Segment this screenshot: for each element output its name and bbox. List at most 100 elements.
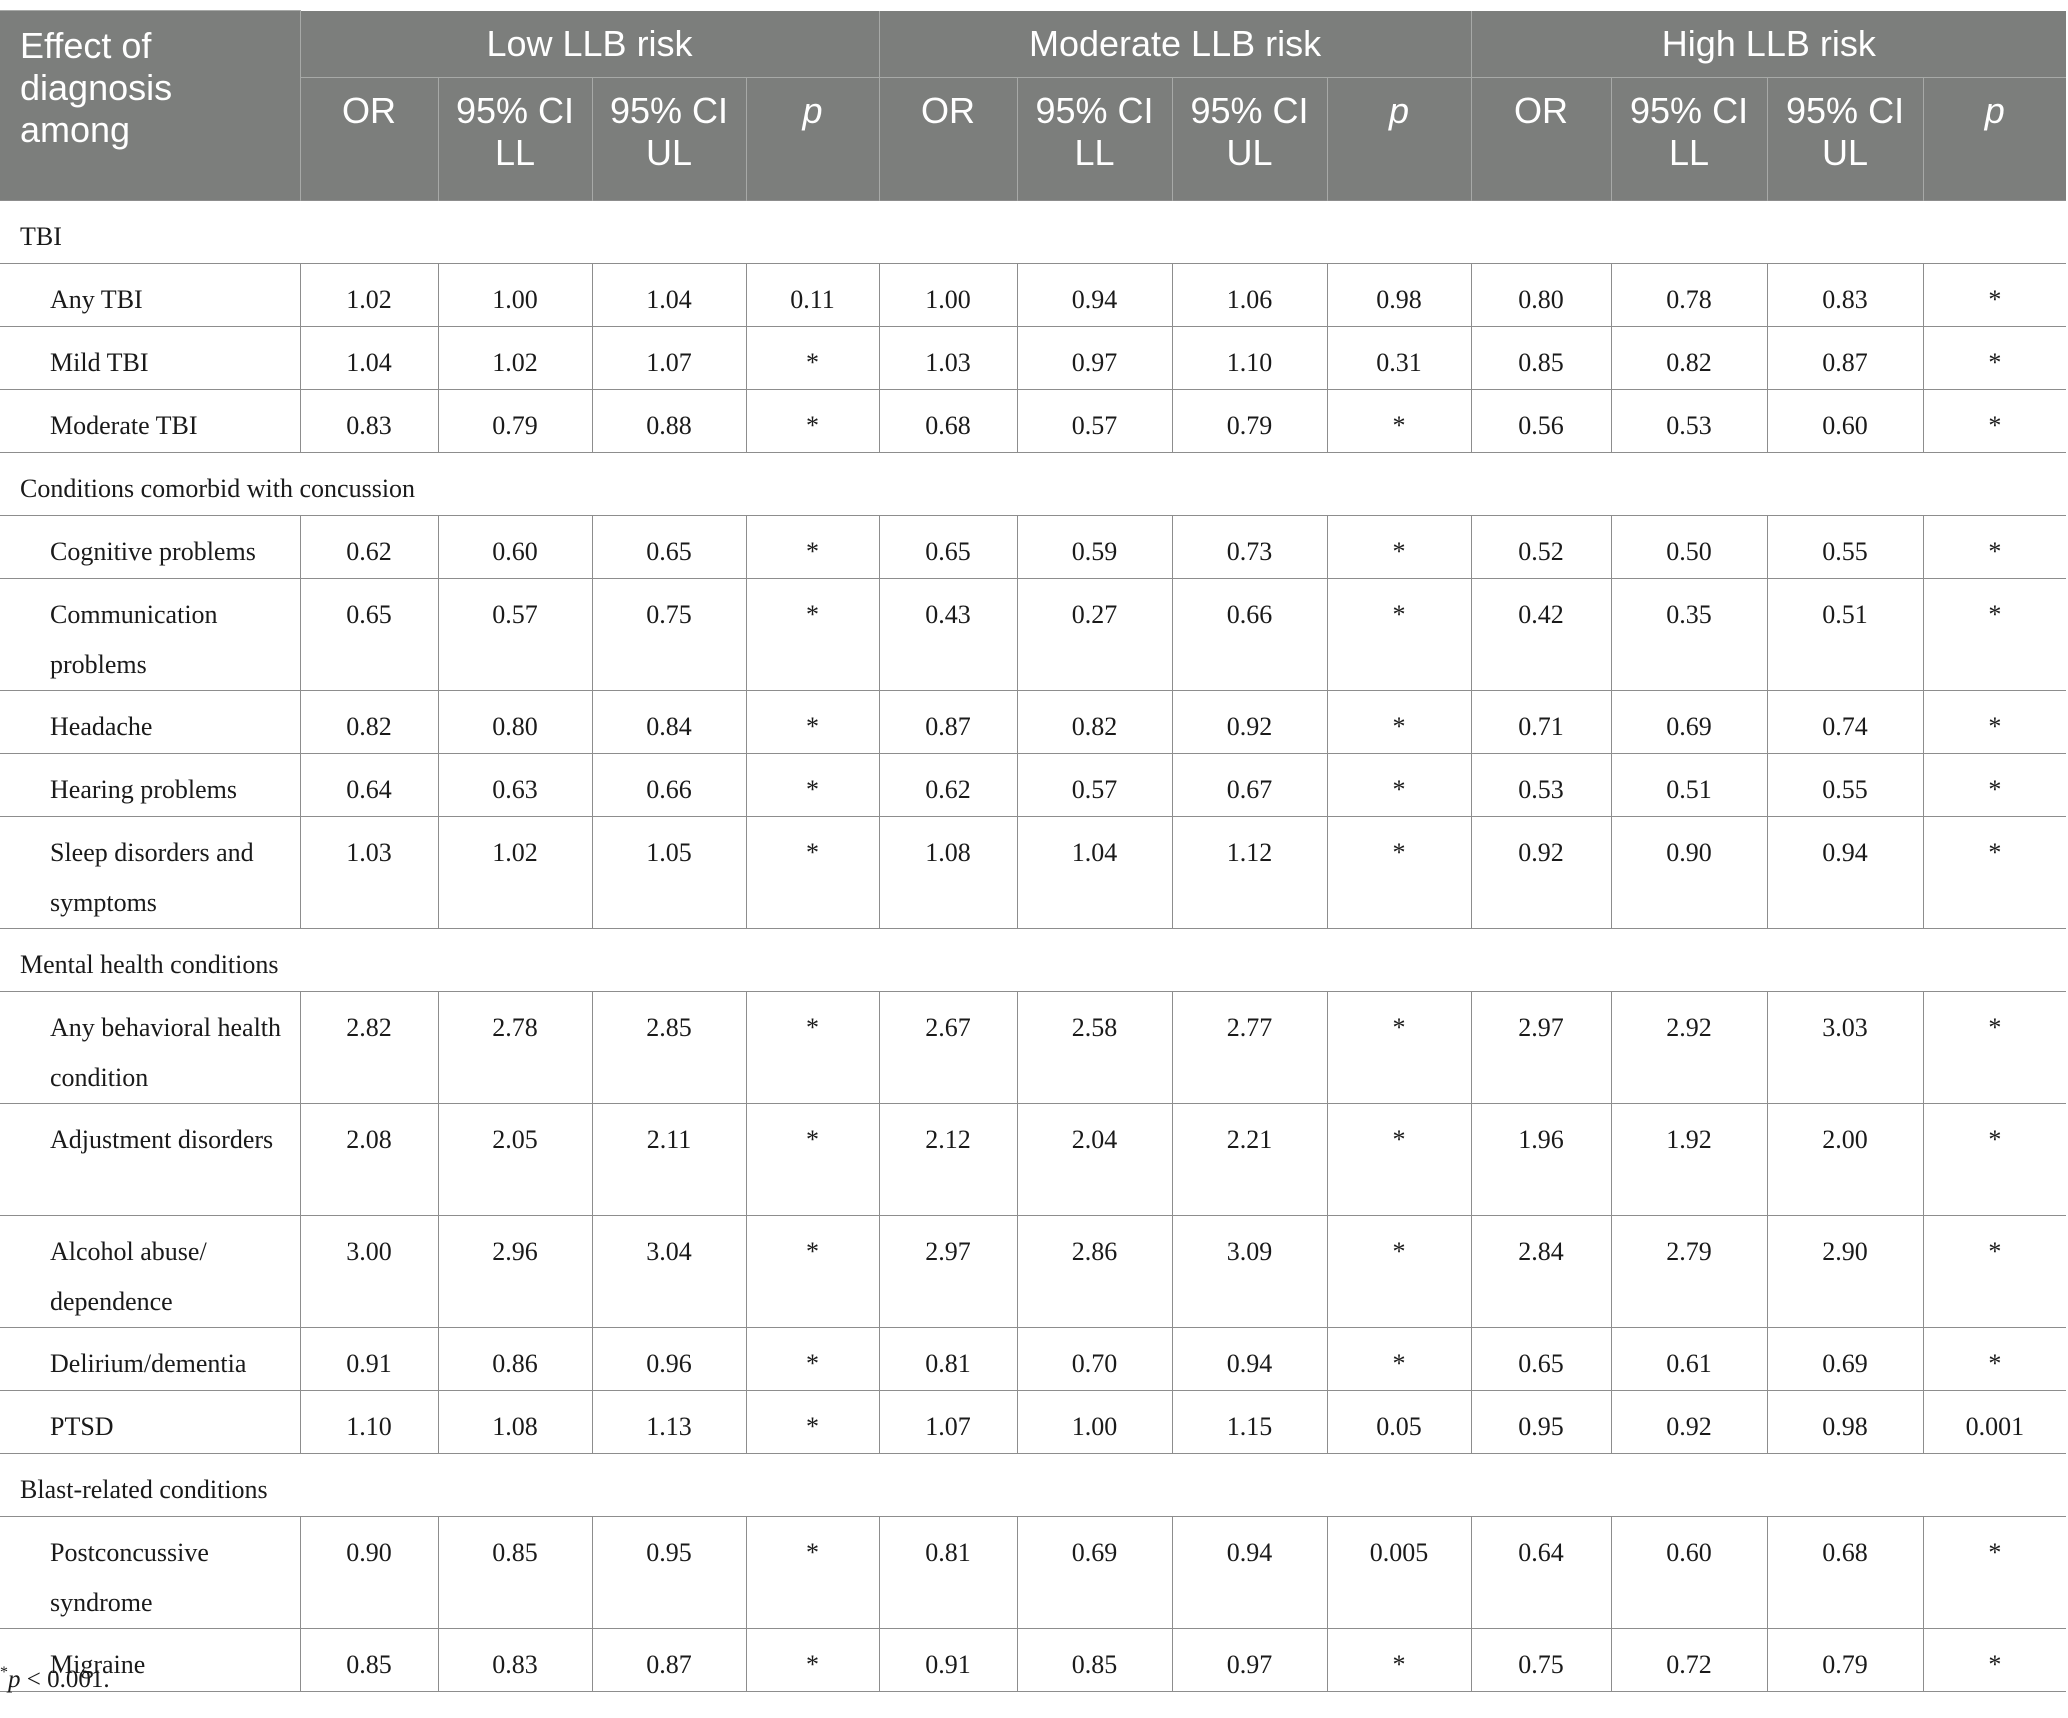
- moderate-p-cell: *: [1326, 815, 1472, 929]
- moderate-p-cell: *: [1326, 1326, 1472, 1391]
- high-ci-ul-cell: 0.69: [1766, 1326, 1924, 1391]
- moderate-or-cell: 2.97: [878, 1214, 1018, 1328]
- high-or-cell: 0.64: [1470, 1515, 1612, 1629]
- moderate-ci-ul-cell: 0.79: [1171, 388, 1328, 453]
- moderate-or-cell: 2.12: [878, 1102, 1018, 1216]
- low-ci-ul-cell: 1.07: [591, 325, 747, 390]
- high-ci-ul-cell: 0.60: [1766, 388, 1924, 453]
- moderate-ci-ul-cell: 1.10: [1171, 325, 1328, 390]
- row-label: Moderate TBI: [0, 388, 301, 453]
- low-or-cell: 1.02: [299, 262, 439, 327]
- moderate-ci-ul-cell: 0.67: [1171, 752, 1328, 817]
- moderate-ci-ll-cell: 0.57: [1016, 388, 1173, 453]
- high-ci-ll-cell: 0.61: [1610, 1326, 1768, 1391]
- high-ci-ll-cell: 0.35: [1610, 577, 1768, 691]
- high-ci-ll-cell: 0.72: [1610, 1627, 1768, 1692]
- table-row: Hearing problems 0.64 0.63 0.66 * 0.62 0.57 0.6…: [0, 752, 2067, 817]
- table-row: PTSD 1.10 1.08 1.13 * 1.07 1.00 1.15 0.05 0.95 0.9…: [0, 1389, 2067, 1454]
- table-row: Cognitive problems 0.62 0.60 0.65 * 0.65 0.59 0…: [0, 514, 2067, 579]
- high-ci-ll-cell: 0.53: [1610, 388, 1768, 453]
- low-ci-ll-cell: 0.83: [437, 1627, 593, 1692]
- low-ci-ul-cell: 0.95: [591, 1515, 747, 1629]
- high-or-cell: 0.71: [1470, 689, 1612, 754]
- high-or-cell: 0.95: [1470, 1389, 1612, 1454]
- low-ci-ll-cell: 0.60: [437, 514, 593, 579]
- moderate-or-cell: 1.08: [878, 815, 1018, 929]
- high-or-cell: 1.96: [1470, 1102, 1612, 1216]
- table-row: Migraine 0.85 0.83 0.87 * 0.91 0.85 0.97 * 0.75 0.…: [0, 1627, 2067, 1692]
- low-ci-ul-cell: 0.65: [591, 514, 747, 579]
- table-row: Sleep disorders and symptoms 1.03 1.02 1.05…: [0, 815, 2067, 929]
- table-row: Communication problems 0.65 0.57 0.75 * 0.43 0…: [0, 577, 2067, 691]
- section-row: TBI: [0, 199, 2067, 264]
- high-ci-ll-cell: 0.69: [1610, 689, 1768, 754]
- low-or-cell: 0.65: [299, 577, 439, 691]
- high-ci-ul-cell: 0.98: [1766, 1389, 1924, 1454]
- section-title: Conditions comorbid with concussion: [0, 451, 2067, 516]
- row-label: Headache: [0, 689, 301, 754]
- moderate-or-cell: 1.00: [878, 262, 1018, 327]
- table-header: Effect of diagnosis among Low LLB risk M…: [0, 10, 2067, 200]
- high-ci-ul-cell: 0.79: [1766, 1627, 1924, 1692]
- group-header-moderate: Moderate LLB risk: [878, 10, 1472, 77]
- high-ci-ul-cell: 0.74: [1766, 689, 1924, 754]
- high-or-cell: 0.65: [1470, 1326, 1612, 1391]
- low-p-cell: *: [745, 388, 880, 453]
- low-ci-ll-cell: 1.00: [437, 262, 593, 327]
- high-p-cell: 0.001: [1922, 1389, 2067, 1454]
- moderate-p-cell: *: [1326, 752, 1472, 817]
- section-title: TBI: [0, 199, 2067, 264]
- high-p-cell: *: [1922, 1326, 2067, 1391]
- moderate-p-cell: *: [1326, 1627, 1472, 1692]
- high-ci-ll-cell: 0.90: [1610, 815, 1768, 929]
- low-ci-ul-cell: 0.66: [591, 752, 747, 817]
- low-ci-ll-cell: 2.05: [437, 1102, 593, 1216]
- table-body: TBI Any TBI 1.02 1.00 1.04 0.11 1.00 0.94 1.06 0.…: [0, 199, 2067, 1692]
- moderate-ci-ll-cell: 0.94: [1016, 262, 1173, 327]
- moderate-ci-ll-cell: 2.04: [1016, 1102, 1173, 1216]
- high-p-cell: *: [1922, 689, 2067, 754]
- low-or-cell: 1.10: [299, 1389, 439, 1454]
- row-label: Hearing problems: [0, 752, 301, 817]
- moderate-ci-ul-cell: 1.12: [1171, 815, 1328, 929]
- high-ci-ul-cell: 0.51: [1766, 577, 1924, 691]
- high-ci-ul-cell: 0.94: [1766, 815, 1924, 929]
- moderate-ci-ll-cell: 1.04: [1016, 815, 1173, 929]
- row-label: Adjustment disorders: [0, 1102, 301, 1216]
- row-label: Cognitive problems: [0, 514, 301, 579]
- moderate-ci-ul-cell: 0.73: [1171, 514, 1328, 579]
- moderate-ci-ul-cell: 1.06: [1171, 262, 1328, 327]
- col-header-p: p: [1326, 76, 1472, 200]
- low-or-cell: 1.03: [299, 815, 439, 929]
- low-ci-ul-cell: 0.87: [591, 1627, 747, 1692]
- low-ci-ul-cell: 0.96: [591, 1326, 747, 1391]
- moderate-or-cell: 0.91: [878, 1627, 1018, 1692]
- col-header-p: p: [1922, 76, 2067, 200]
- low-ci-ll-cell: 0.79: [437, 388, 593, 453]
- high-p-cell: *: [1922, 752, 2067, 817]
- low-p-cell: *: [745, 1214, 880, 1328]
- low-or-cell: 1.04: [299, 325, 439, 390]
- low-ci-ll-cell: 1.02: [437, 815, 593, 929]
- low-p-cell: *: [745, 514, 880, 579]
- low-or-cell: 0.90: [299, 1515, 439, 1629]
- low-p-cell: *: [745, 1102, 880, 1216]
- moderate-p-cell: 0.005: [1326, 1515, 1472, 1629]
- low-or-cell: 0.82: [299, 689, 439, 754]
- high-or-cell: 0.53: [1470, 752, 1612, 817]
- moderate-p-cell: *: [1326, 1214, 1472, 1328]
- high-p-cell: *: [1922, 1102, 2067, 1216]
- corner-header: Effect of diagnosis among: [0, 10, 300, 200]
- low-ci-ul-cell: 1.13: [591, 1389, 747, 1454]
- high-ci-ul-cell: 0.55: [1766, 514, 1924, 579]
- high-p-cell: *: [1922, 514, 2067, 579]
- moderate-p-cell: *: [1326, 689, 1472, 754]
- low-p-cell: *: [745, 1326, 880, 1391]
- low-or-cell: 2.08: [299, 1102, 439, 1216]
- high-ci-ll-cell: 2.92: [1610, 990, 1768, 1104]
- high-or-cell: 0.92: [1470, 815, 1612, 929]
- moderate-ci-ul-cell: 0.94: [1171, 1515, 1328, 1629]
- high-ci-ll-cell: 0.82: [1610, 325, 1768, 390]
- group-header-high: High LLB risk: [1470, 10, 2067, 77]
- table-footnote: *p < 0.001.: [0, 1664, 110, 1694]
